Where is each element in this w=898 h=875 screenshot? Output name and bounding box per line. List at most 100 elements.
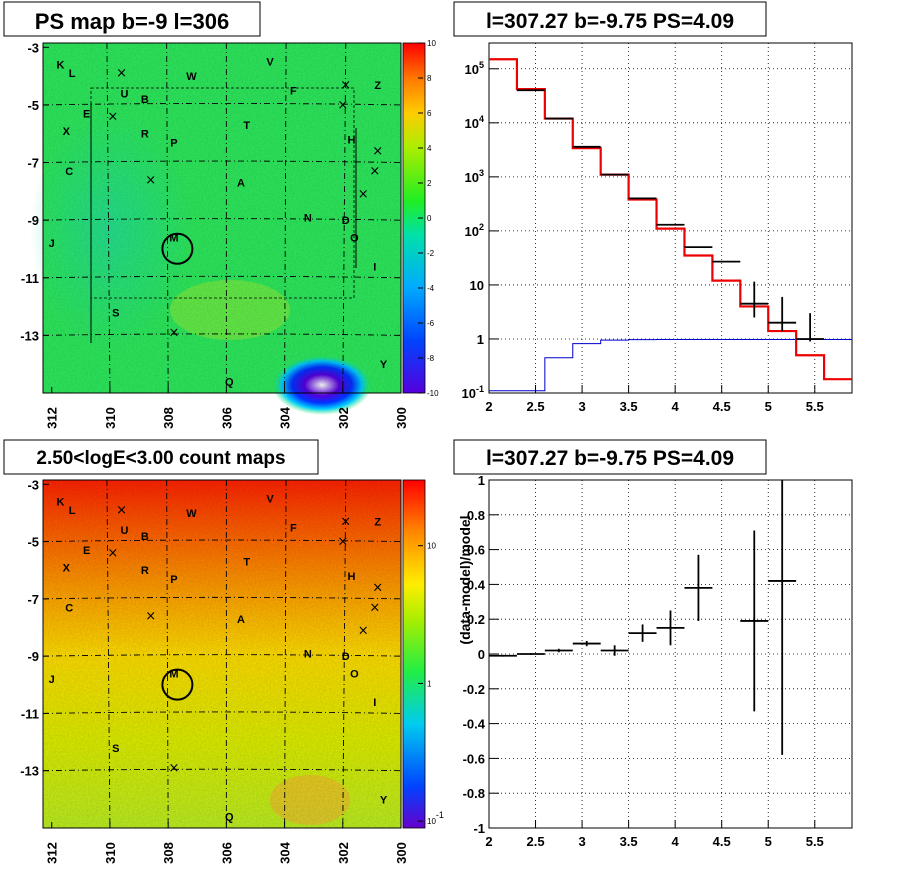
source-cross-marker: × (372, 144, 383, 159)
ps-map-grid (42, 42, 402, 394)
source-label: Q (225, 376, 234, 388)
source-cross-marker: × (337, 535, 348, 550)
residual-panel: 2 2.5 3 3.5 4 4.5 5 5.5 1 0.8 0.6 0.4 0.2 0 -0.2 -0.4 -… (457, 473, 853, 849)
colorbar-tick-label: 10 (427, 39, 436, 48)
y-tick-label: 0.4 (467, 577, 486, 592)
count-map-y-ticks: -3 -5 -7 -9 -11 -13 (20, 477, 49, 779)
selected-source-circle (161, 232, 194, 265)
count-map-grid (42, 479, 402, 829)
source-label: H (348, 135, 356, 147)
y-tick-label: 102 (465, 222, 484, 239)
title-spectrum: l=307.27 b=-9.75 PS=4.09 (453, 1, 767, 37)
title-count-map-text: 2.50<logE<3.00 count maps (36, 448, 285, 469)
source-cross-marker: × (107, 109, 118, 124)
y-tick-label: 10-1 (462, 384, 484, 401)
source-label: U (121, 525, 129, 537)
count-map-colorbar (402, 479, 426, 829)
source-label: Z (374, 80, 381, 92)
source-cross-marker: × (358, 623, 369, 638)
y-tick-label: -9 (27, 213, 39, 228)
source-label: Q (225, 812, 234, 824)
source-label: T (243, 557, 250, 569)
y-tick-label: -0.6 (463, 751, 485, 766)
x-tick-label: 2.5 (526, 834, 544, 849)
source-cross-marker: × (145, 609, 156, 624)
x-tick-label: 300 (394, 842, 409, 864)
residual-x-ticks: 2 2.5 3 3.5 4 4.5 5 5.5 (485, 820, 824, 849)
source-label: T (243, 120, 250, 132)
grid-line-longitude (284, 42, 287, 394)
spectrum-background-model (489, 338, 852, 392)
title-ps-map: PS map b=-9 l=306 (3, 1, 261, 37)
source-label: I (373, 261, 376, 273)
x-tick-label: 3 (578, 399, 585, 414)
ps-map-colorbar (402, 42, 426, 394)
colorbar-tick-label: 8 (427, 74, 432, 83)
x-tick-label: 4 (672, 834, 680, 849)
x-tick-label: 304 (278, 406, 293, 428)
residual-y-ticks: 1 0.8 0.6 0.4 0.2 0 -0.2 -0.4 -0.6 -0.8 -1 (463, 473, 499, 836)
colorbar-tick-label: 0 (427, 214, 432, 223)
spectrum-y-ticks: 10-1 1 10 102 103 104 105 (462, 60, 499, 401)
source-label: J (49, 238, 55, 250)
source-label: X (63, 562, 71, 574)
title-residual-box (453, 439, 767, 475)
grid-line-longitude (166, 479, 169, 829)
source-label: P (170, 574, 177, 586)
title-ps-map-text: PS map b=-9 l=306 (35, 9, 229, 34)
source-cross-marker: × (116, 503, 127, 518)
x-tick-label: 306 (219, 407, 234, 429)
y-tick-label: 1 (478, 473, 485, 488)
y-tick-label: 0.6 (467, 543, 485, 558)
source-label: L (69, 505, 76, 517)
colorbar-tick-label: -10 (427, 389, 439, 398)
title-count-map: 2.50<logE<3.00 count maps (3, 439, 319, 475)
y-tick-label: -11 (21, 706, 39, 721)
source-cross-marker: × (369, 600, 380, 615)
source-cross-marker: × (107, 546, 118, 561)
source-label: Y (380, 794, 388, 806)
title-spectrum-box (453, 1, 767, 37)
title-residual: l=307.27 b=-9.75 PS=4.09 (453, 439, 767, 475)
source-label: B (141, 531, 149, 543)
y-tick-label: -3 (27, 477, 39, 492)
colorbar-tick-label: 10 (427, 542, 436, 551)
source-label: E (83, 545, 90, 557)
x-tick-label: 4.5 (713, 399, 731, 414)
grid-line-longitude (166, 42, 169, 394)
histogram-line (489, 338, 852, 392)
x-tick-label: 3.5 (620, 834, 638, 849)
y-tick-label: -7 (27, 592, 39, 607)
title-residual-text: l=307.27 b=-9.75 PS=4.09 (486, 447, 734, 470)
ps-map-y-ticks: -3 -5 -7 -9 -11 -13 (20, 40, 49, 343)
x-tick-label: 5.5 (806, 399, 824, 414)
x-tick-label: 304 (278, 841, 293, 863)
source-label: S (112, 307, 119, 319)
source-label: R (141, 129, 149, 141)
colorbar-tick-label: -4 (427, 284, 435, 293)
source-cross-marker: × (145, 173, 156, 188)
y-tick-label: -5 (27, 535, 39, 550)
source-label: K (56, 496, 64, 508)
x-tick-label: 310 (103, 407, 118, 429)
source-label: O (350, 232, 359, 244)
source-label: P (170, 137, 177, 149)
y-tick-label: -0.8 (463, 786, 485, 801)
source-label: V (266, 57, 274, 69)
source-label: J (49, 674, 55, 686)
source-label: Z (374, 517, 381, 529)
x-tick-label: 308 (161, 407, 176, 429)
source-label: L (69, 68, 76, 80)
source-label: F (290, 86, 297, 98)
x-tick-label: 5 (765, 399, 772, 414)
colorbar-tick-label: -8 (427, 354, 435, 363)
source-label: V (266, 494, 274, 506)
source-label: D (342, 651, 350, 663)
x-tick-label: 302 (336, 407, 351, 429)
colorbar-tick-label: -2 (427, 249, 435, 258)
source-cross-marker: × (337, 98, 348, 113)
